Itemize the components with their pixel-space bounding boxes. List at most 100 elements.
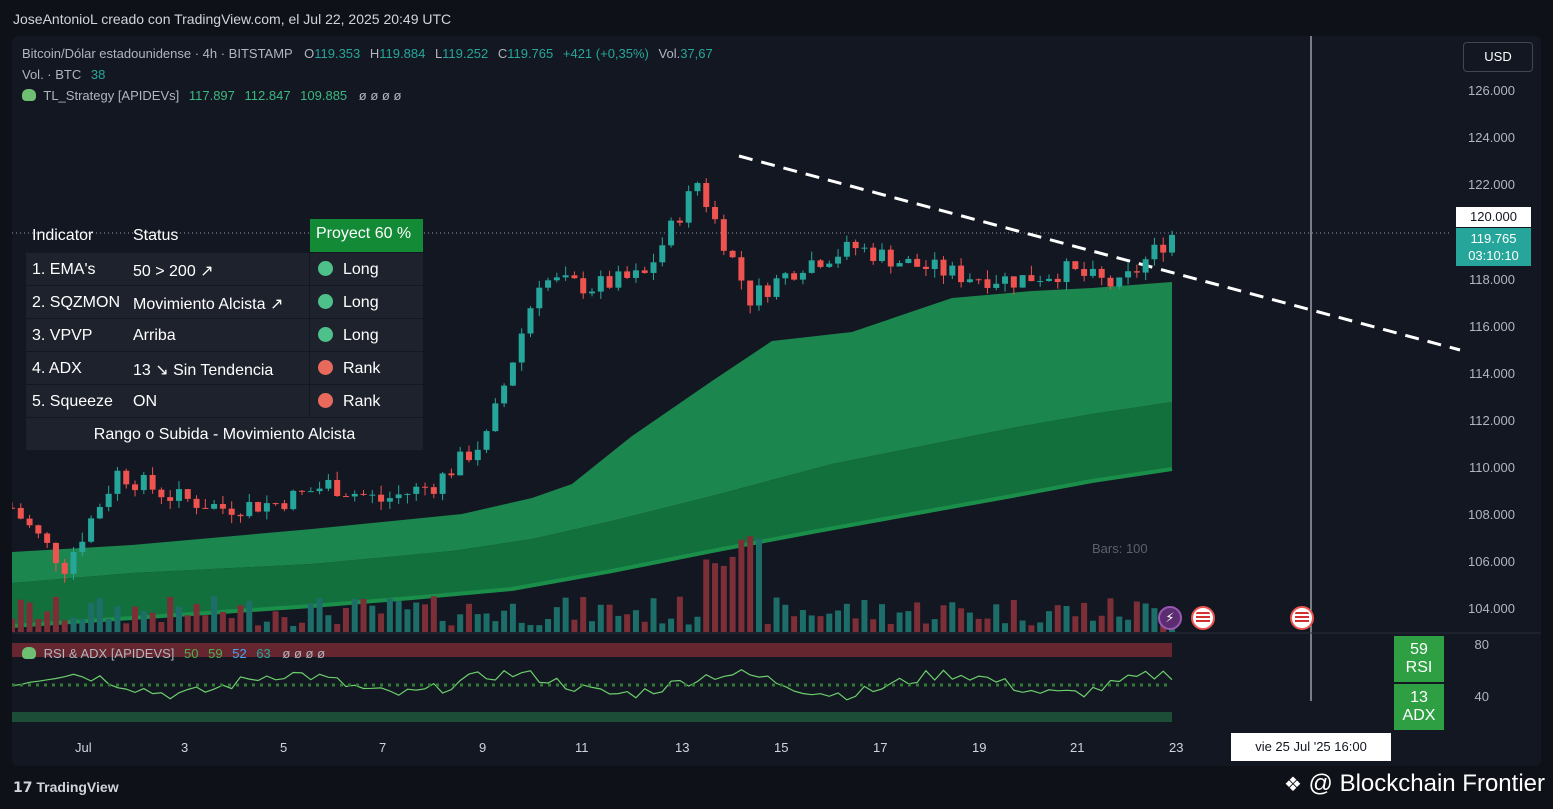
candle-body (12, 507, 15, 509)
top-credit-bar: JoseAntonioL creado con TradingView.com,… (0, 0, 1553, 36)
strategy-table: Indicator Status Proyect 60 % 1. EMA's 5… (26, 219, 423, 450)
tradingview-logo[interactable]: 𝟭𝟳 TradingView (13, 779, 119, 795)
adx-badge-label: ADX (1402, 707, 1436, 724)
volume-bar (1045, 611, 1052, 632)
time-axis-label: Jul (75, 740, 92, 755)
candle-body (694, 183, 701, 192)
volume-bar (703, 559, 710, 632)
candle-body (1054, 278, 1061, 282)
volume-group (12, 536, 1175, 632)
candle-body (96, 506, 103, 519)
rsi-legend[interactable]: RSI & ADX [APIDEVS] 50 59 52 63 ø ø ø ø (22, 646, 325, 661)
high-value: 119.884 (379, 46, 426, 61)
adx-badge: 13 ADX (1394, 684, 1444, 730)
rsi-value-1: 50 (184, 646, 199, 661)
candle-body (1081, 269, 1088, 276)
volume-bar (1028, 625, 1035, 632)
us-flag-icon[interactable] (1290, 606, 1314, 630)
rsi-line (12, 669, 1173, 701)
lightning-icon[interactable]: ⚡ (1158, 606, 1182, 630)
volume-bar (843, 603, 850, 632)
candle-body (879, 249, 885, 261)
candle-body (958, 265, 965, 283)
strategy-value-1: 117.897 (188, 88, 235, 103)
current-price-badge: 119.765 03:10:10 (1456, 228, 1531, 266)
volume-bar (606, 604, 613, 632)
candle-body (852, 241, 859, 249)
volume-bar (202, 615, 209, 632)
crosshair-date-label: vie 25 Jul '25 16:00 (1231, 733, 1391, 761)
price-chart[interactable] (12, 36, 1541, 766)
volume-bar (299, 622, 305, 632)
price-axis-label: 108.000 (1468, 507, 1515, 522)
frog-icon (22, 647, 36, 659)
row-status: Movimiento Alcista ↗ (133, 296, 284, 313)
candle-body (773, 278, 780, 297)
rsi-oversold-band (12, 712, 1172, 722)
candle-body (509, 362, 516, 386)
header-indicator: Indicator (32, 227, 94, 244)
rsi-axis-40: 40 (1474, 689, 1489, 704)
symbol-label: Bitcoin/Dólar estadounidense · 4h · BITS… (22, 46, 293, 61)
volume-bar (105, 618, 112, 632)
candle-body (624, 271, 631, 278)
volume-bar (465, 603, 472, 632)
candle-body (281, 503, 288, 510)
row-status: 50 > 200 ↗ (133, 263, 214, 280)
volume-bar (773, 597, 780, 632)
volume-bar (149, 612, 156, 632)
table-row: 1. EMA's 50 > 200 ↗ Long (26, 252, 423, 286)
volume-bar (307, 603, 314, 632)
volume-bar (896, 612, 903, 632)
candle-body (360, 493, 367, 495)
candle-body (342, 496, 349, 498)
row-signal: Long (318, 294, 379, 312)
volume-bar (184, 615, 191, 632)
price-axis-label: 114.000 (1468, 366, 1515, 381)
currency-button[interactable]: USD (1463, 42, 1533, 72)
change-value: +421 (+0,35%) (562, 46, 649, 61)
ema-200-line (12, 467, 1173, 628)
candle-body (527, 308, 534, 334)
candle-body (35, 525, 42, 534)
candle-body (395, 494, 402, 499)
candle-body (1142, 259, 1149, 273)
candle-body (755, 285, 762, 306)
candle-body (457, 451, 464, 476)
price-axis-label: 126.000 (1468, 83, 1515, 98)
legend-strategy[interactable]: TL_Strategy [APIDEVs] 117.897 112.847 10… (22, 88, 401, 103)
rsi-overbought-band (12, 643, 1172, 657)
volume-bar (597, 604, 604, 632)
chart-area[interactable]: Bitcoin/Dólar estadounidense · 4h · BITS… (12, 36, 1541, 766)
volume-bar (509, 603, 516, 632)
volume-bar (483, 613, 490, 632)
candle-body (1151, 244, 1158, 260)
candle-body (290, 490, 297, 510)
low-value: 119.252 (442, 46, 489, 61)
candle-body (325, 479, 332, 489)
volume-bar (369, 605, 376, 632)
rsi-value-4: 63 (256, 646, 271, 661)
time-axis-label: 5 (280, 740, 288, 755)
row-signal: Long (318, 261, 379, 279)
volume-bar (747, 536, 754, 632)
tv-icon: 𝟭𝟳 (13, 779, 37, 795)
candle-body (668, 220, 675, 246)
candle-body (88, 518, 95, 542)
candle-body (272, 503, 279, 505)
candle-body (826, 263, 833, 267)
price-axis-label: 112.000 (1468, 413, 1515, 428)
volume-bar (167, 596, 174, 632)
strategy-value-2: 112.847 (244, 88, 291, 103)
volume-bar (1019, 620, 1026, 632)
volume-bar (12, 618, 15, 632)
candle-body (175, 489, 182, 501)
volume-bar (26, 602, 33, 632)
candle-body (404, 493, 411, 495)
candle-body (1028, 275, 1035, 282)
us-flag-icon[interactable] (1191, 606, 1215, 630)
candle-body (914, 258, 921, 267)
open-label: O (304, 46, 315, 61)
volume-bar (984, 618, 991, 632)
time-axis-label: 7 (379, 740, 387, 755)
